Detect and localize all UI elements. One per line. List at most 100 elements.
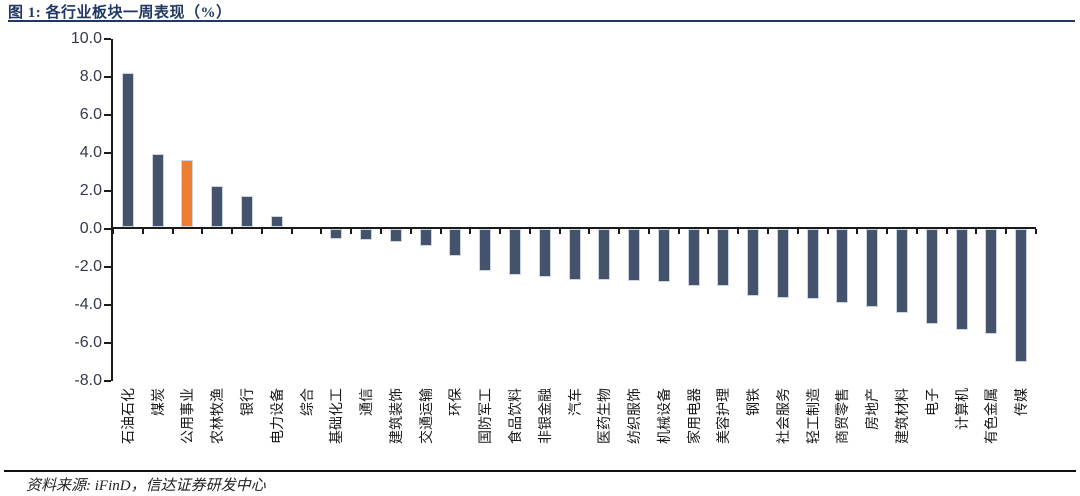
y-axis-label: 2.0 bbox=[79, 181, 102, 199]
bar bbox=[717, 229, 730, 287]
y-axis-label: -8.0 bbox=[74, 372, 102, 390]
x-tick bbox=[112, 229, 114, 234]
x-axis-label: 公用事业 bbox=[179, 388, 196, 444]
y-axis-line bbox=[111, 38, 113, 382]
source-caption: 资料来源: iFinD，信达证券研发中心 bbox=[26, 478, 266, 494]
bar bbox=[240, 195, 253, 227]
x-axis-label: 有色金属 bbox=[983, 388, 1000, 444]
bar bbox=[1015, 229, 1028, 363]
y-tick bbox=[104, 37, 111, 40]
y-axis-label: 4.0 bbox=[79, 143, 102, 161]
x-axis-label: 医药生物 bbox=[596, 388, 613, 444]
bar bbox=[568, 229, 581, 281]
bar bbox=[121, 72, 134, 227]
y-tick bbox=[104, 151, 111, 154]
x-axis-label: 机械设备 bbox=[655, 388, 672, 444]
x-axis-label: 美容护理 bbox=[715, 388, 732, 444]
x-axis-label: 国防军工 bbox=[477, 388, 494, 444]
x-axis-label: 环保 bbox=[447, 388, 464, 416]
x-tick bbox=[469, 229, 472, 234]
x-tick bbox=[796, 229, 799, 234]
bar bbox=[598, 229, 611, 281]
x-tick bbox=[618, 229, 621, 234]
y-axis-label: 8.0 bbox=[79, 67, 102, 85]
bar bbox=[985, 229, 998, 334]
x-axis-label: 电子 bbox=[923, 388, 940, 416]
x-tick bbox=[231, 229, 234, 234]
x-tick bbox=[737, 229, 740, 234]
y-tick bbox=[104, 189, 111, 192]
y-tick bbox=[104, 266, 111, 269]
x-tick bbox=[409, 229, 412, 234]
x-axis-label: 通信 bbox=[358, 388, 375, 416]
x-tick bbox=[1035, 229, 1037, 234]
x-axis-label: 食品饮料 bbox=[506, 388, 523, 444]
x-tick bbox=[558, 229, 561, 234]
y-axis-label: -4.0 bbox=[74, 296, 102, 314]
figure-title: 图 1: 各行业板块一周表现（%） bbox=[8, 5, 232, 21]
y-tick bbox=[104, 304, 111, 307]
x-axis-label: 社会服务 bbox=[774, 388, 791, 444]
x-axis-label: 综合 bbox=[298, 388, 315, 416]
x-axis-label: 汽车 bbox=[566, 388, 583, 416]
y-axis-label: 6.0 bbox=[79, 105, 102, 123]
x-axis-label: 房地产 bbox=[864, 388, 881, 430]
x-axis-label: 建筑材料 bbox=[894, 388, 911, 444]
x-axis-label: 纺织服饰 bbox=[626, 388, 643, 444]
x-axis-label: 煤炭 bbox=[149, 388, 166, 416]
x-tick bbox=[707, 229, 710, 234]
x-tick bbox=[886, 229, 889, 234]
x-tick bbox=[141, 229, 144, 234]
y-axis-label: -6.0 bbox=[74, 334, 102, 352]
x-tick bbox=[677, 229, 680, 234]
bar bbox=[776, 229, 789, 298]
bar bbox=[181, 160, 194, 227]
x-axis-label: 商贸零售 bbox=[834, 388, 851, 444]
bar bbox=[925, 229, 938, 325]
bar bbox=[538, 229, 551, 277]
y-axis-label: 0.0 bbox=[79, 220, 102, 237]
x-tick bbox=[856, 229, 859, 234]
y-tick bbox=[104, 113, 111, 116]
bar bbox=[657, 229, 670, 283]
bar bbox=[896, 229, 909, 313]
bar bbox=[628, 229, 641, 282]
x-tick bbox=[439, 229, 442, 234]
bar bbox=[836, 229, 849, 304]
x-axis-label: 计算机 bbox=[953, 388, 970, 430]
y-tick bbox=[104, 380, 111, 383]
bar bbox=[747, 229, 760, 296]
bar bbox=[151, 153, 164, 227]
x-axis-label: 钢铁 bbox=[745, 388, 762, 416]
y-tick bbox=[104, 228, 111, 230]
bar bbox=[360, 229, 373, 241]
footer-divider bbox=[4, 470, 1076, 472]
bar bbox=[419, 229, 432, 247]
x-tick bbox=[201, 229, 204, 234]
y-tick bbox=[104, 75, 111, 78]
x-axis-label: 基础化工 bbox=[328, 388, 345, 444]
x-axis-label: 农林牧渔 bbox=[209, 388, 226, 444]
title-divider bbox=[8, 20, 1075, 22]
bar bbox=[330, 229, 343, 239]
x-tick bbox=[975, 229, 978, 234]
x-tick bbox=[915, 229, 918, 234]
bar bbox=[270, 215, 283, 227]
bar bbox=[449, 229, 462, 256]
bar bbox=[955, 229, 968, 330]
x-tick bbox=[826, 229, 829, 234]
x-axis-label: 交通运输 bbox=[417, 388, 434, 444]
x-tick bbox=[350, 229, 353, 234]
x-tick bbox=[260, 229, 263, 234]
x-axis-line bbox=[111, 227, 1036, 229]
y-axis-label: 10.0 bbox=[70, 29, 102, 47]
x-axis-label: 家用电器 bbox=[685, 388, 702, 444]
x-axis-label: 建筑装饰 bbox=[387, 388, 404, 444]
x-tick bbox=[499, 229, 502, 234]
x-tick bbox=[1005, 229, 1008, 234]
x-tick bbox=[171, 229, 174, 234]
x-tick bbox=[945, 229, 948, 234]
bar bbox=[389, 229, 402, 243]
